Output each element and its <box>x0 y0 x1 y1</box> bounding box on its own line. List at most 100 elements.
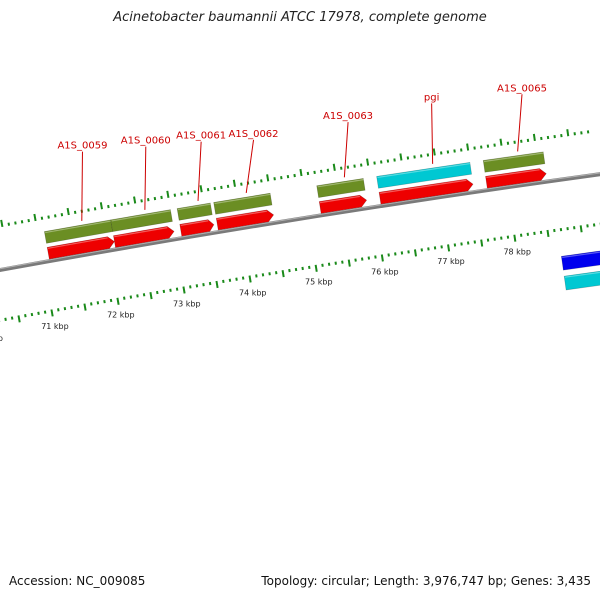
major-tick <box>546 229 550 238</box>
gene-label[interactable]: A1S_0063 <box>323 111 373 122</box>
gene-label[interactable]: A1S_0059 <box>57 141 107 152</box>
labels-layer: 70 kbp 71 kbp 72 kbp 73 kbp 74 kbp 75 kbp 76 k… <box>0 83 547 343</box>
gene-bar[interactable] <box>110 209 173 233</box>
minor-tick <box>169 288 172 292</box>
minor-tick <box>54 214 57 218</box>
rna-gene-bar[interactable] <box>376 162 472 189</box>
genome-backbone <box>0 172 600 273</box>
gene-bar[interactable] <box>176 202 213 221</box>
kbp-label: 70 kbp <box>0 334 3 343</box>
gene-label[interactable]: A1S_0065 <box>497 83 547 94</box>
minor-tick <box>43 310 47 314</box>
cds-arrow[interactable] <box>378 178 474 205</box>
gene-bar-shine <box>317 179 364 188</box>
inner-ticks <box>0 222 600 323</box>
major-tick <box>281 270 285 278</box>
cds-arrow-shine <box>114 227 168 238</box>
minor-tick <box>96 301 100 305</box>
minor-tick <box>162 289 166 294</box>
major-tick <box>50 309 54 317</box>
cds-arrow-shine <box>217 210 268 220</box>
genome-summary: Topology: circular; Length: 3,976,747 bp… <box>261 574 591 588</box>
minor-tick <box>127 201 130 205</box>
minor-tick <box>20 220 24 224</box>
major-tick <box>266 174 270 182</box>
cds-arrow-shine <box>379 179 467 194</box>
major-tick <box>447 244 451 252</box>
major-tick <box>33 213 37 222</box>
cds-arrow-shine <box>180 220 209 226</box>
minor-tick <box>109 298 113 303</box>
minor-tick <box>175 287 179 291</box>
backbone-layer <box>0 172 600 273</box>
cds-arrow[interactable] <box>113 226 175 248</box>
map-title: Acinetobacter baumannii ATCC 17978, comp… <box>113 10 487 25</box>
cds-arrow[interactable] <box>179 219 215 237</box>
cds-arrow-shine <box>486 169 540 178</box>
major-tick <box>199 185 203 193</box>
cds-arrow-shine <box>319 195 361 204</box>
major-tick <box>182 286 186 294</box>
features-layer <box>43 151 600 291</box>
label-leader <box>197 141 202 201</box>
minor-tick <box>107 204 110 209</box>
minor-tick <box>93 207 97 211</box>
kbp-label: 77 kbp <box>437 257 465 266</box>
gene-bar-shine <box>214 193 271 205</box>
major-tick <box>413 249 417 257</box>
gene-bar[interactable] <box>482 151 546 173</box>
major-tick <box>432 148 436 156</box>
feature-rna-shine <box>564 271 600 278</box>
cds-arrow[interactable] <box>318 194 368 214</box>
major-tick <box>248 275 252 283</box>
minor-tick <box>47 215 50 219</box>
major-tick <box>399 153 403 161</box>
cds-arrow[interactable] <box>46 236 115 260</box>
kbp-label: 78 kbp <box>503 248 531 257</box>
major-tick <box>480 239 484 247</box>
feature-rna[interactable] <box>563 266 600 291</box>
minor-tick <box>14 221 17 225</box>
kbp-label: 76 kbp <box>371 267 399 276</box>
minor-tick <box>76 304 80 308</box>
major-tick <box>579 225 583 233</box>
kbp-label: 73 kbp <box>173 299 201 308</box>
minor-tick <box>63 306 67 311</box>
label-leader <box>517 94 523 152</box>
minor-tick <box>27 218 30 223</box>
gene-label[interactable]: A1S_0061 <box>176 131 226 142</box>
gene-bar-shine <box>111 210 171 222</box>
cds-arrow[interactable] <box>485 168 547 189</box>
minor-tick <box>103 299 106 304</box>
major-tick <box>347 259 351 267</box>
label-leader <box>245 139 255 194</box>
minor-tick <box>160 195 163 200</box>
cds-arrow-shine <box>47 237 108 249</box>
minor-tick <box>73 210 77 215</box>
kbp-label: 71 kbp <box>41 322 69 331</box>
cds-arrow[interactable] <box>215 209 275 231</box>
gene-label[interactable]: A1S_0062 <box>229 129 279 140</box>
kbp-label: 74 kbp <box>239 288 267 297</box>
minor-tick <box>120 202 123 206</box>
feature-other[interactable] <box>561 249 600 271</box>
gene-bar[interactable] <box>316 178 366 198</box>
minor-tick <box>136 294 139 298</box>
minor-tick <box>30 312 34 317</box>
kbp-label: 72 kbp <box>107 311 135 320</box>
minor-tick <box>4 317 7 321</box>
major-tick <box>466 143 470 151</box>
major-tick <box>499 138 503 146</box>
minor-tick <box>57 308 60 312</box>
major-tick <box>116 297 120 305</box>
minor-tick <box>60 213 64 217</box>
major-tick <box>17 315 21 323</box>
minor-tick <box>142 293 146 297</box>
label-leader <box>144 146 147 210</box>
major-tick <box>314 264 318 272</box>
major-tick <box>232 179 236 187</box>
gene-label[interactable]: A1S_0060 <box>121 136 171 147</box>
gene-bar[interactable] <box>213 192 273 215</box>
gene-label[interactable]: pgi <box>424 92 439 103</box>
